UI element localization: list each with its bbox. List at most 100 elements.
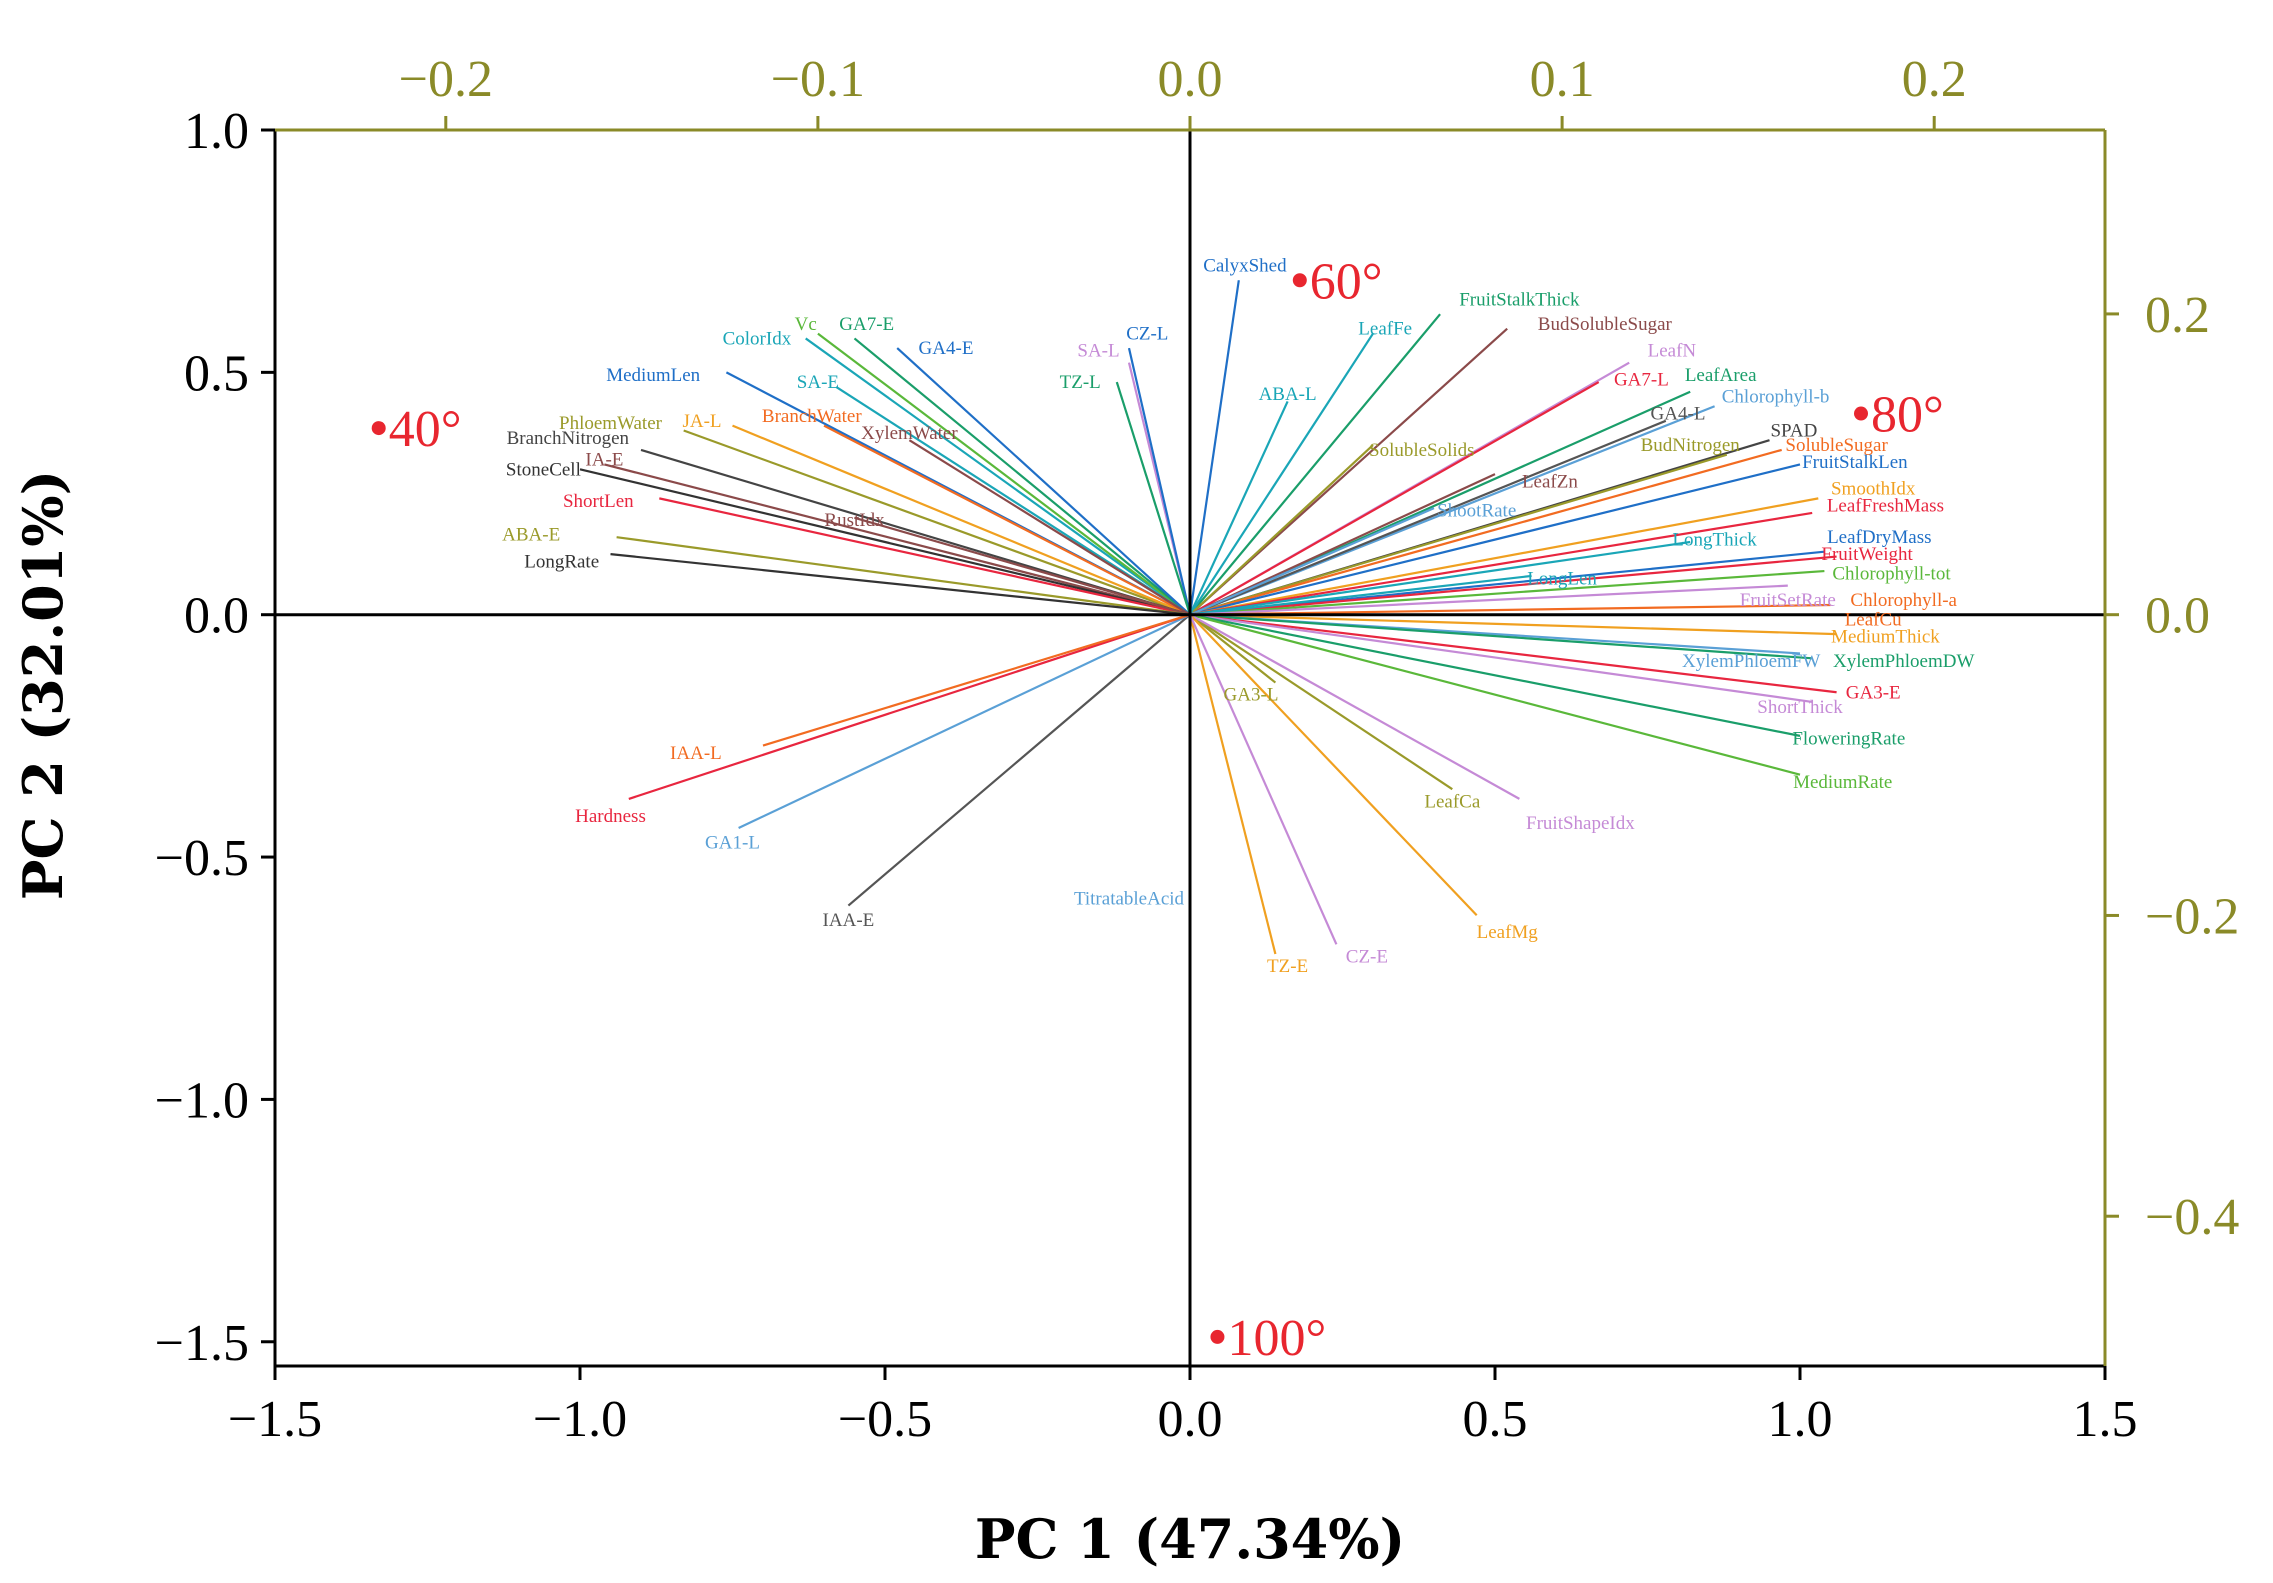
x-tick-label: 1.5 <box>2073 1391 2138 1448</box>
loading-vector-fruitweight <box>1189 555 1837 616</box>
loading-vector-xylemwater <box>908 439 1191 616</box>
loading-label-spad: SPAD <box>1770 421 1817 442</box>
loading-label-longlen: LongLen <box>1527 568 1597 589</box>
top-tick-label: −0.2 <box>399 51 493 108</box>
loading-label-fruitshapeidx: FruitShapeIdx <box>1526 813 1635 834</box>
loading-vector-solublesolids <box>1189 444 1374 616</box>
x-axis-title: PC 1 (47.34%) <box>975 1507 1405 1571</box>
loading-label-hardness: Hardness <box>575 806 646 827</box>
axes: −1.5 −1.0 −0.5 0.0 0.5 1.0 1.5 1.0 0.5 0.0 −0.5 −1.… <box>155 51 2240 1448</box>
group-point-80 <box>1854 406 1868 421</box>
loading-label-shootrate: ShootRate <box>1437 500 1516 521</box>
loading-label-ga3-l: GA3-L <box>1224 685 1279 706</box>
loading-label-floweringrate: FloweringRate <box>1792 728 1905 749</box>
y-tick-label: 1.0 <box>184 103 249 160</box>
loading-vector-ja-l <box>732 424 1191 616</box>
loading-vector-hardness <box>628 613 1191 800</box>
loading-label-branchwater: BranchWater <box>762 406 862 427</box>
group-label-100: 100° <box>1227 1310 1326 1367</box>
loading-vector-ga3-e <box>1189 613 1837 694</box>
loading-label-fruitstalkthick: FruitStalkThick <box>1459 290 1580 311</box>
top-tick-label: 0.2 <box>1902 51 1967 108</box>
group-point-60 <box>1292 273 1307 288</box>
loading-vectors <box>579 280 1843 955</box>
group-point-40 <box>371 421 386 436</box>
loading-vector-mediumthick <box>1189 613 1837 636</box>
y-tick-label: −1.0 <box>155 1072 249 1129</box>
x-tick-label: 1.0 <box>1768 1391 1833 1448</box>
loading-label-leafmg: LeafMg <box>1477 922 1539 943</box>
loading-label-ja-l: JA-L <box>682 411 721 432</box>
loading-vector-branchwater <box>823 424 1191 616</box>
loading-vector-stonecell <box>579 468 1191 616</box>
loading-label-sa-l: SA-L <box>1077 341 1119 362</box>
loading-label-longthick: LongThick <box>1672 530 1757 551</box>
loading-vector-cz-e <box>1188 614 1338 945</box>
loading-label-aba-e: ABA-E <box>502 525 560 546</box>
loading-label-iaa-l: IAA-L <box>670 743 722 764</box>
loading-vector-phloemwater <box>683 429 1191 616</box>
loading-vector-sa-e <box>835 385 1191 616</box>
loading-label-branchnitrogen: BranchNitrogen <box>507 428 630 449</box>
loading-label-mediumlen: MediumLen <box>606 365 700 386</box>
loading-vector-tz-e <box>1188 614 1277 955</box>
x-tick-label: −1.0 <box>533 1391 627 1448</box>
loading-vector-ga4-e <box>896 347 1191 616</box>
loading-vector-coloridx <box>805 337 1191 616</box>
loading-label-xylemphloemfw: XylemPhloemFW <box>1682 651 1820 672</box>
loading-label-cz-l: CZ-L <box>1126 324 1168 345</box>
loading-label-fruitsetrate: FruitSetRate <box>1740 590 1836 611</box>
loading-label-phloemwater: PhloemWater <box>559 413 663 434</box>
loading-vector-cz-l <box>1127 347 1192 615</box>
loading-vector-ia-e <box>604 463 1191 616</box>
loading-label-titratableacid: TitratableAcid <box>1074 888 1185 909</box>
loading-label-stonecell: StoneCell <box>506 459 581 480</box>
loading-label-ga7-l: GA7-L <box>1614 370 1669 391</box>
loading-label-aba-l: ABA-L <box>1259 384 1317 405</box>
loading-label-leafzn: LeafZn <box>1522 471 1578 492</box>
loading-label-ga4-e: GA4-E <box>919 338 974 359</box>
loading-vector-fruitstalklen <box>1189 463 1801 616</box>
loading-vector-budnitrogen <box>1189 453 1728 616</box>
right-tick-label: −0.2 <box>2145 888 2239 945</box>
loading-label-chlorophyll-b: Chlorophyll-b <box>1722 387 1830 408</box>
loading-vector-aba-e <box>616 536 1191 616</box>
loading-vector-fruitshapeidx <box>1189 613 1520 800</box>
top-tick-label: 0.1 <box>1530 51 1595 108</box>
y-tick-label: 0.5 <box>184 345 249 402</box>
loading-vector-aba-l <box>1188 400 1289 616</box>
loading-label-xylemwater: XylemWater <box>861 423 958 444</box>
loading-vector-chlorophyll-tot <box>1189 569 1825 616</box>
group-label-80: 80° <box>1871 387 1944 444</box>
loading-label-cz-e: CZ-E <box>1346 946 1388 967</box>
loading-vector-leaffe <box>1189 332 1374 616</box>
loading-label-rustidx: RustIdx <box>824 510 885 531</box>
y-axis-title: PC 2 (32.01%) <box>11 470 75 900</box>
x-tick-label: −0.5 <box>838 1391 932 1448</box>
loading-label-tz-e: TZ-E <box>1267 956 1308 977</box>
loading-vector-fruitstalkthick <box>1189 313 1441 616</box>
y-tick-label: 0.0 <box>184 588 249 645</box>
loading-vector-leafmg <box>1189 613 1478 916</box>
loading-labels: CalyxShed FruitStalkThick BudSolubleSugar L… <box>502 256 1974 977</box>
loading-label-shortthick: ShortThick <box>1757 697 1843 718</box>
loading-label-fruitstalklen: FruitStalkLen <box>1802 452 1908 473</box>
loading-vector-ga1-l <box>738 613 1191 829</box>
right-tick-label: −0.4 <box>2145 1189 2239 1246</box>
loading-label-solublesugar: SolubleSugar <box>1785 435 1888 456</box>
loading-vector-leaffreshmass <box>1189 511 1813 616</box>
right-tick-label: 0.2 <box>2145 287 2210 344</box>
loading-vector-shortthick <box>1189 613 1813 704</box>
loading-vector-shortlen <box>659 497 1191 616</box>
group-markers: 40° 60° 80° 100° <box>371 253 1944 1367</box>
loading-label-mediumrate: MediumRate <box>1793 772 1892 793</box>
loading-label-iaa-e: IAA-E <box>823 910 875 931</box>
loading-vector-iaa-l <box>762 613 1191 747</box>
loading-vector-ga7-e <box>853 337 1191 616</box>
loading-label-budnitrogen: BudNitrogen <box>1641 435 1741 456</box>
loading-label-smoothidx: SmoothIdx <box>1831 479 1916 500</box>
group-label-40: 40° <box>389 401 462 458</box>
loading-label-vc: Vc <box>795 314 817 335</box>
loading-label-leafn: LeafN <box>1648 341 1697 362</box>
